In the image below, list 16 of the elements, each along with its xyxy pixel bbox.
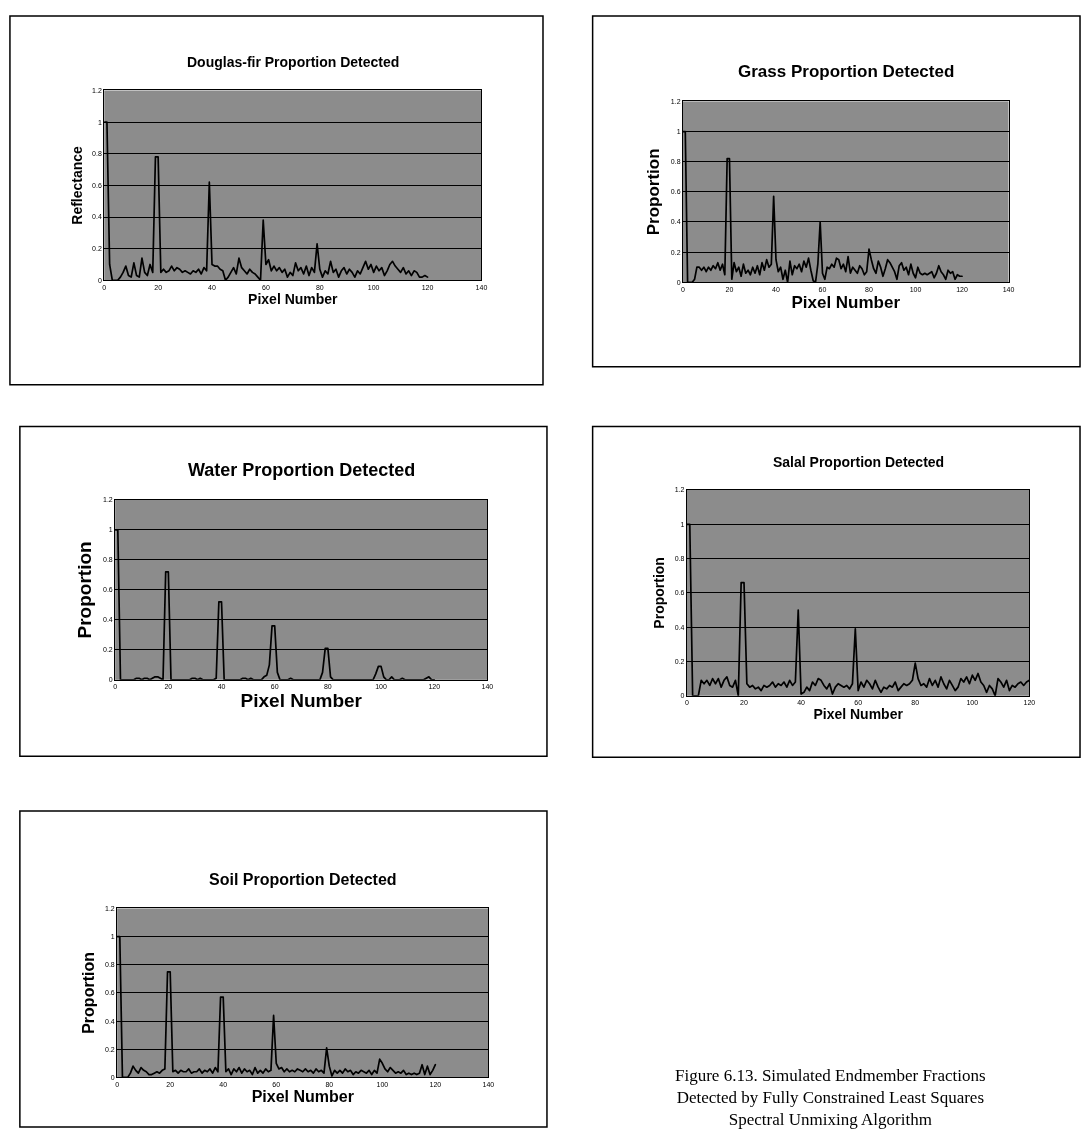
y-axis-title: Proportion: [651, 557, 668, 629]
x-axis-title: Pixel Number: [240, 690, 363, 712]
x-axis-title: Pixel Number: [251, 1088, 354, 1106]
chart-title: Douglas-fir Proportion Detected: [187, 54, 400, 70]
y-axis-title: Proportion: [79, 952, 97, 1034]
y-axis-title: Proportion: [73, 541, 95, 639]
chart-title: Soil Proportion Detected: [209, 871, 397, 888]
chart-title: Salal Proportion Detected: [773, 454, 945, 470]
x-axis-title: Pixel Number: [791, 293, 901, 313]
x-axis-title: Pixel Number: [813, 706, 904, 723]
caption: Figure 6.13. Simulated Endmember Fractions Detected by Fully Constrained Least Squares Spectral Unmixing Algorithm: [675, 1066, 986, 1130]
y-axis-title: Proportion: [644, 148, 664, 236]
chart-title: Water Proportion Detected: [188, 460, 416, 480]
y-axis-title: Reflectance: [68, 145, 85, 225]
x-axis-title: Pixel Number: [248, 291, 339, 307]
chart-title: Grass Proportion Detected: [738, 62, 955, 81]
